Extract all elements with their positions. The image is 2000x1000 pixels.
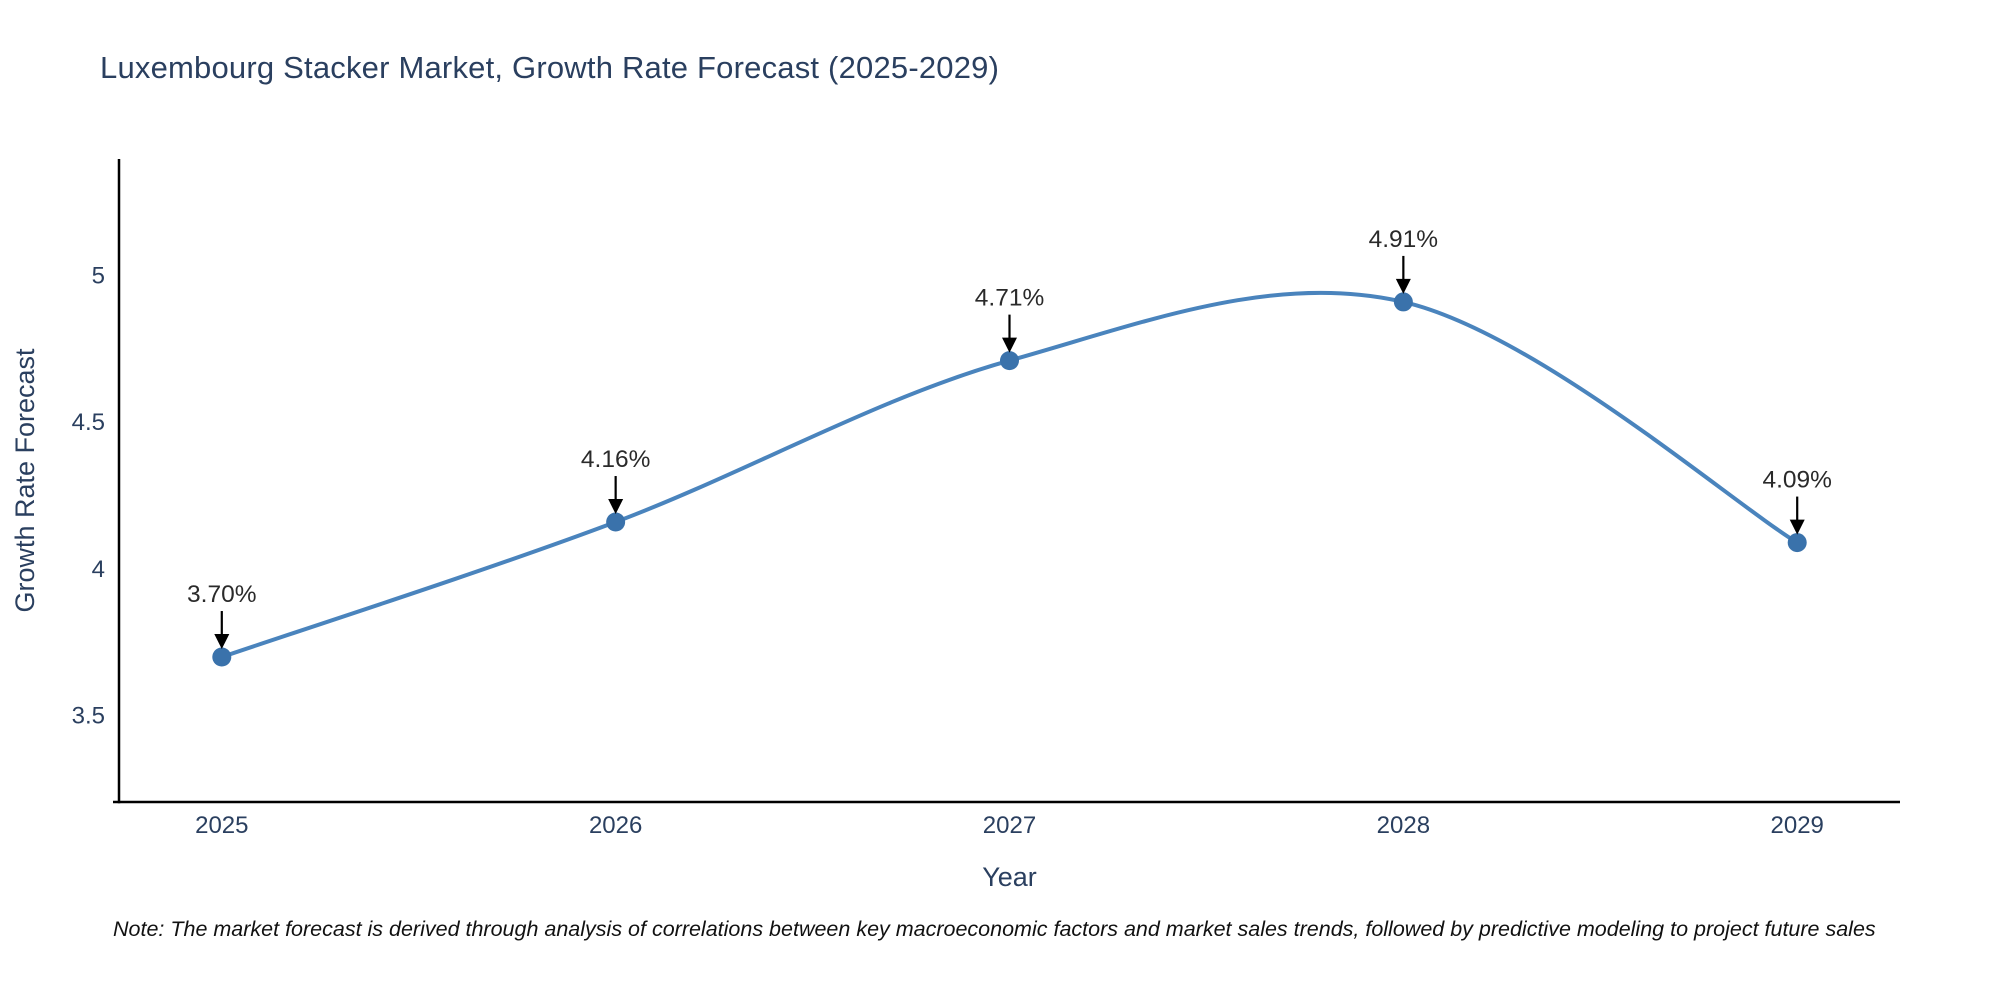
y-axis-title: Growth Rate Forecast xyxy=(10,348,40,613)
chart-title: Luxembourg Stacker Market, Growth Rate F… xyxy=(100,50,1000,85)
data-point-label: 4.09% xyxy=(1762,467,1831,494)
annotation-arrowhead-icon xyxy=(608,499,624,515)
annotation-arrowhead-icon xyxy=(1789,519,1805,535)
x-tick-label: 2029 xyxy=(1771,812,1824,839)
y-tick-label: 4 xyxy=(92,556,105,583)
data-point-label: 3.70% xyxy=(187,581,256,608)
x-axis-title: Year xyxy=(982,862,1037,892)
annotation-arrowhead-icon xyxy=(214,634,230,650)
x-tick-label: 2025 xyxy=(195,812,248,839)
data-point-marker[interactable] xyxy=(1393,292,1413,312)
annotation-arrowhead-icon xyxy=(1002,337,1017,353)
data-point-label: 4.71% xyxy=(975,285,1044,312)
data-point-label: 4.91% xyxy=(1369,226,1438,253)
y-tick-label: 4.5 xyxy=(72,409,105,436)
x-tick-label: 2026 xyxy=(589,812,642,839)
y-tick-label: 3.5 xyxy=(72,703,105,730)
data-point-label: 4.16% xyxy=(581,446,650,473)
data-point-marker[interactable] xyxy=(212,647,232,667)
data-point-marker[interactable] xyxy=(606,512,626,532)
data-point-marker[interactable] xyxy=(1000,351,1019,371)
data-point-marker[interactable] xyxy=(1787,533,1807,553)
y-tick-label: 5 xyxy=(92,263,105,290)
x-tick-label: 2027 xyxy=(983,812,1036,839)
annotation-arrowhead-icon xyxy=(1395,278,1411,294)
x-tick-label: 2028 xyxy=(1377,812,1430,839)
chart-footnote: Note: The market forecast is derived thr… xyxy=(113,917,1876,941)
